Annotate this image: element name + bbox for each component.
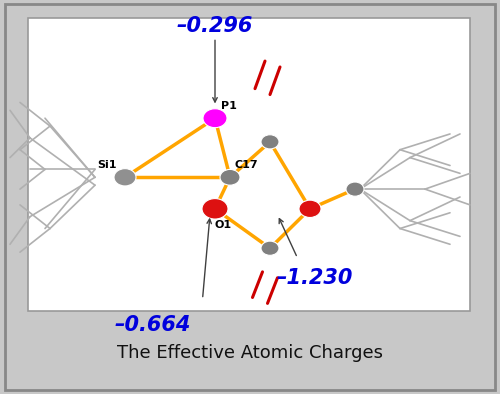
- Text: C17: C17: [234, 160, 258, 170]
- Circle shape: [202, 199, 228, 219]
- Circle shape: [346, 182, 364, 196]
- Bar: [28, 18, 470, 311]
- Circle shape: [299, 200, 321, 217]
- Text: O1: O1: [214, 220, 232, 230]
- Text: Si1: Si1: [97, 160, 117, 170]
- Circle shape: [261, 135, 279, 149]
- Circle shape: [220, 169, 240, 185]
- Text: –0.296: –0.296: [177, 16, 253, 35]
- Text: –1.230: –1.230: [277, 268, 353, 288]
- Text: The Effective Atomic Charges: The Effective Atomic Charges: [117, 344, 383, 362]
- Circle shape: [203, 109, 227, 128]
- Text: –0.664: –0.664: [114, 315, 190, 335]
- Text: P1: P1: [221, 101, 237, 111]
- Circle shape: [261, 241, 279, 255]
- Circle shape: [114, 169, 136, 186]
